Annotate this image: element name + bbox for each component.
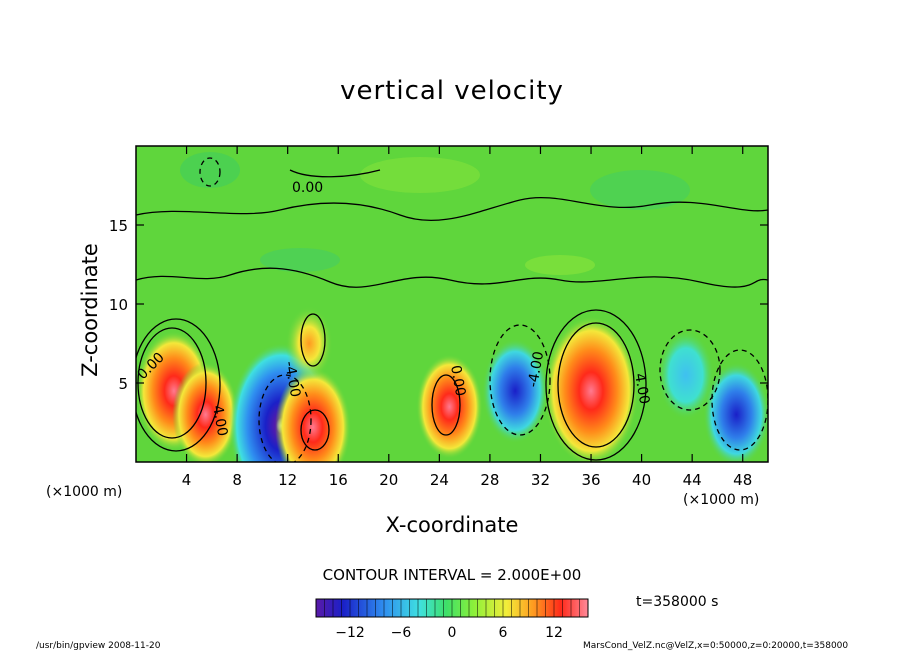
time-label: t=358000 s bbox=[636, 594, 719, 610]
contour-label: 0.00 bbox=[292, 180, 323, 196]
colorbar-tick-label: 6 bbox=[499, 625, 508, 641]
x-unit-label-right: (×1000 m) bbox=[683, 492, 760, 508]
x-tick-label: 40 bbox=[632, 471, 651, 489]
velocity-cells bbox=[136, 306, 768, 462]
colorbar-tick-label: −12 bbox=[335, 625, 365, 641]
contour-label: 0.00 bbox=[447, 364, 468, 397]
footer-right: MarsCond_VelZ.nc@VelZ,x=0:50000,z=0:2000… bbox=[583, 641, 849, 651]
y-axis: 5 10 15 bbox=[109, 217, 768, 393]
contour-label: 4.00 bbox=[631, 372, 652, 405]
x-tick-label: 28 bbox=[480, 471, 499, 489]
contour-label: -4.00 bbox=[281, 360, 303, 398]
x-tick-label: 48 bbox=[733, 471, 752, 489]
x-tick-label: 4 bbox=[182, 471, 192, 489]
x-tick-label: 16 bbox=[329, 471, 348, 489]
colorbar-tick-label: −6 bbox=[391, 625, 412, 641]
x-unit-label-left: (×1000 m) bbox=[46, 484, 123, 500]
contour-label: 4.00 bbox=[209, 404, 230, 437]
downdraft-cell-9 bbox=[703, 362, 768, 462]
downdraft-cell-8 bbox=[657, 330, 715, 420]
contour-interval-label: CONTOUR INTERVAL = 2.000E+00 bbox=[322, 566, 582, 584]
plot-area: 0.00 0.00 4.00 4.00 -4.00 -4.00 0.00 bbox=[136, 146, 768, 462]
updraft-cell-1 bbox=[172, 362, 239, 462]
colorbar: −12 −6 0 6 12 bbox=[315, 598, 589, 641]
footer-left: /usr/bin/gpview 2008-11-20 bbox=[36, 641, 161, 651]
x-tick-label: 12 bbox=[278, 471, 297, 489]
colorbar-tick-label: 12 bbox=[545, 625, 563, 641]
y-tick-label: 10 bbox=[109, 296, 128, 314]
y-tick-label: 5 bbox=[118, 375, 128, 393]
updraft-cell-4 bbox=[285, 306, 333, 381]
chart-title: vertical velocity bbox=[340, 76, 564, 106]
x-tick-label: 36 bbox=[581, 471, 600, 489]
x-tick-label: 44 bbox=[683, 471, 702, 489]
y-axis-label: Z-coordinate bbox=[78, 243, 102, 377]
downdraft-cell-6 bbox=[482, 338, 549, 444]
x-tick-label: 20 bbox=[379, 471, 398, 489]
x-axis-label: X-coordinate bbox=[385, 513, 519, 537]
x-tick-label: 8 bbox=[232, 471, 242, 489]
x-axis: 4 8 12 16 20 24 28 32 36 40 44 48 bbox=[182, 146, 752, 489]
x-tick-label: 32 bbox=[531, 471, 550, 489]
x-tick-label: 24 bbox=[430, 471, 449, 489]
y-tick-label: 15 bbox=[109, 217, 128, 235]
colorbar-tick-label: 0 bbox=[448, 625, 457, 641]
updraft-cell-5 bbox=[416, 354, 483, 460]
contour-label: -4.00 bbox=[525, 350, 547, 388]
updraft-cell-3 bbox=[274, 367, 351, 462]
